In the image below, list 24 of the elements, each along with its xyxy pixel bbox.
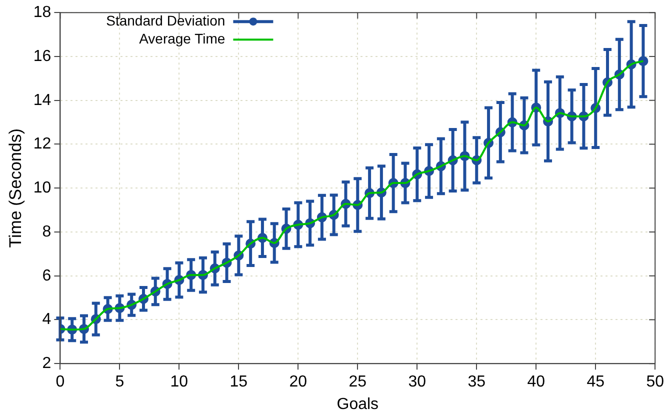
- x-tick-label: 30: [408, 374, 426, 391]
- x-tick-label: 20: [289, 374, 308, 391]
- x-tick-label: 0: [56, 374, 65, 391]
- x-tick-label: 35: [468, 374, 486, 391]
- x-tick-label: 10: [170, 374, 188, 391]
- y-axis-title: Time (Seconds): [6, 128, 25, 248]
- y-tick-label: 2: [42, 355, 52, 372]
- y-tick-label: 18: [33, 4, 52, 22]
- x-tick-label: 50: [646, 374, 664, 391]
- y-tick-label: 12: [33, 136, 52, 153]
- y-tick-label: 14: [33, 92, 52, 109]
- legend-label: Average Time: [139, 30, 226, 46]
- x-tick-label: 25: [348, 374, 367, 391]
- x-axis-title: Goals: [336, 396, 379, 413]
- x-tick-label: 45: [586, 374, 605, 391]
- x-tick-label: 40: [527, 374, 546, 391]
- y-tick-label: 6: [42, 267, 52, 284]
- y-tick-label: 16: [33, 48, 52, 65]
- y-tick-label: 10: [33, 180, 52, 197]
- legend-label: Standard Deviation: [106, 12, 226, 28]
- y-tick-label: 4: [42, 311, 52, 328]
- y-tick-label: 8: [42, 223, 52, 240]
- x-tick-label: 15: [230, 374, 248, 391]
- x-tick-label: 5: [115, 374, 124, 391]
